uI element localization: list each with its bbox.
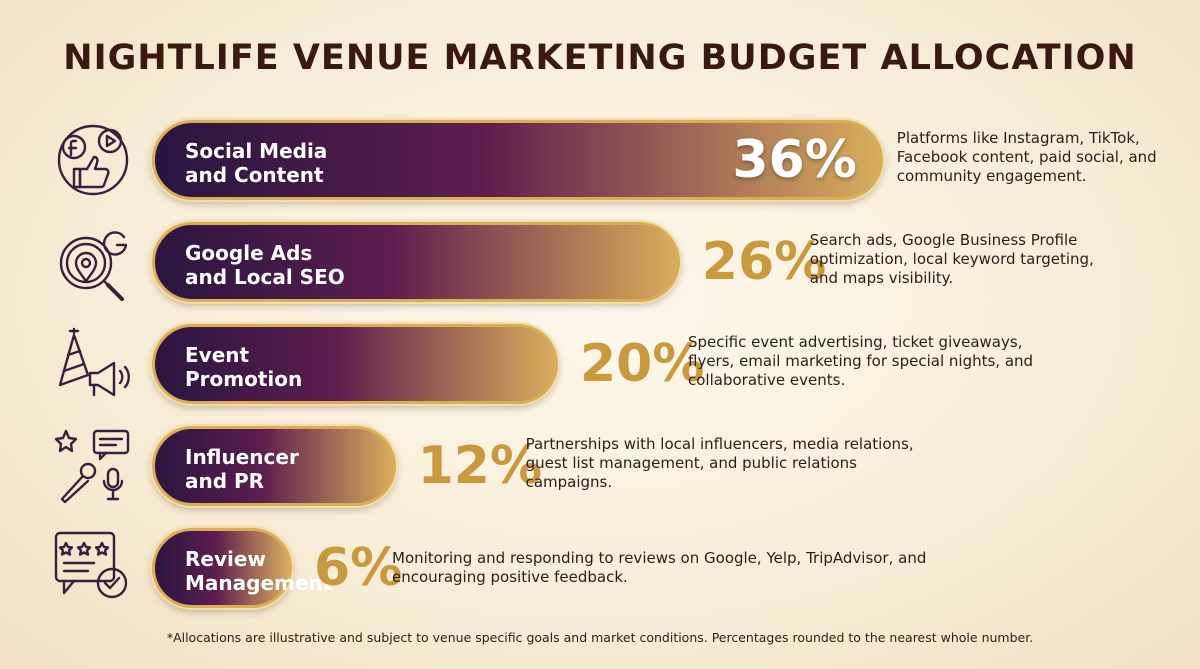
bar-row: Review Management 6% Monitoring and respon… bbox=[0, 523, 1200, 613]
data-label: 12% bbox=[417, 436, 543, 496]
chart-title: NIGHTLIFE VENUE MARKETING BUDGET ALLOCAT… bbox=[63, 38, 1137, 78]
data-label: 20% bbox=[580, 334, 705, 394]
bar-description: Platforms like Instagram, TikTok, Facebo… bbox=[896, 129, 1157, 185]
event-promotion-icon bbox=[50, 325, 136, 403]
bar-label: Event Promotion bbox=[185, 343, 303, 391]
bar-label: Google Ads and Local SEO bbox=[185, 241, 345, 289]
bar: Google Ads and Local SEO bbox=[152, 222, 680, 302]
bar-description: Partnerships with local influencers, med… bbox=[525, 435, 914, 491]
bar-row: Influencer and PR 12% Partnerships with lo… bbox=[0, 421, 1200, 511]
bar-row: Google Ads and Local SEO 26% Search ads, G… bbox=[0, 217, 1200, 307]
data-label: 26% bbox=[701, 232, 827, 292]
bar: Review Management bbox=[152, 528, 332, 608]
bar-row: Social Media and Content 36% Platforms lik… bbox=[0, 115, 1200, 205]
data-label: 6% bbox=[314, 538, 403, 598]
bar-row: Event Promotion 20% Specific event adverti… bbox=[0, 319, 1200, 409]
bar-label: Review Management bbox=[185, 547, 333, 595]
bar-description: Monitoring and responding to reviews on … bbox=[392, 549, 927, 586]
google-seo-icon bbox=[50, 223, 136, 301]
review-management-icon bbox=[50, 529, 136, 607]
bar-description: Search ads, Google Business Profile opti… bbox=[809, 231, 1094, 287]
bar-description: Specific event advertising, ticket givea… bbox=[688, 333, 1034, 389]
bar-label: Influencer and PR bbox=[185, 445, 299, 493]
footnote: *Allocations are illustrative and subjec… bbox=[166, 630, 1034, 645]
influencer-pr-icon bbox=[50, 427, 136, 505]
bar: Event Promotion bbox=[152, 324, 558, 404]
bar: Influencer and PR bbox=[152, 426, 396, 506]
bar-label: Social Media and Content bbox=[185, 139, 328, 187]
data-label: 36% bbox=[732, 130, 857, 190]
social-media-icon bbox=[50, 121, 136, 199]
bar: Social Media and Content bbox=[152, 120, 883, 200]
